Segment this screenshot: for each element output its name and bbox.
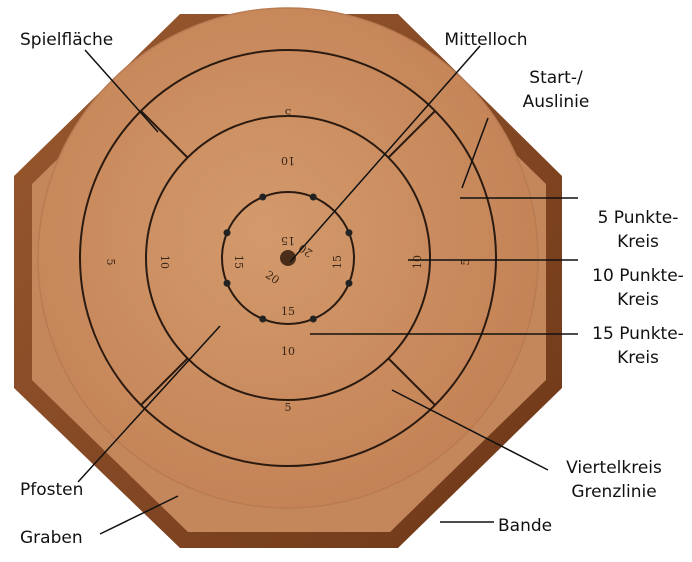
leader-line xyxy=(461,117,489,189)
label: 10 Punkte- xyxy=(592,266,684,286)
leader-line xyxy=(391,389,549,471)
board-score: 5 xyxy=(104,259,117,266)
board-score: 15 xyxy=(232,255,245,269)
label: Pfosten xyxy=(20,480,83,500)
label: Viertelkreis xyxy=(566,458,662,478)
center-hole xyxy=(280,250,296,266)
board-score: 10 xyxy=(281,154,295,167)
label: Start-/ xyxy=(529,68,583,88)
board-score: 5 xyxy=(285,106,292,119)
label: Spielfläche xyxy=(20,30,113,50)
board-score: 15 xyxy=(331,255,344,269)
peg xyxy=(309,315,317,323)
quarter-line xyxy=(140,110,189,159)
label: Kreis xyxy=(617,290,659,310)
quarter-line xyxy=(387,110,436,159)
peg xyxy=(223,229,231,237)
label: Auslinie xyxy=(523,92,590,112)
peg xyxy=(259,315,267,323)
rings xyxy=(79,49,497,467)
quarter-line xyxy=(387,357,436,406)
quarter-line xyxy=(140,357,189,406)
peg xyxy=(223,279,231,287)
board-score: 10 xyxy=(158,255,171,269)
ring-10 xyxy=(145,115,431,401)
ring-5 xyxy=(79,49,497,467)
board-score: 15 xyxy=(281,234,295,247)
board-score: 10 xyxy=(281,345,295,358)
peg xyxy=(309,193,317,201)
label: 15 Punkte- xyxy=(592,324,684,344)
label: Bande xyxy=(498,516,552,536)
leader-line xyxy=(99,495,179,535)
ring-15 xyxy=(221,191,355,325)
leader-line xyxy=(84,49,159,133)
label: 5 Punkte- xyxy=(598,208,679,228)
board-score: 15 xyxy=(281,305,295,318)
board-score: 5 xyxy=(285,401,292,414)
board-score: 10 xyxy=(411,255,424,269)
label: Kreis xyxy=(617,348,659,368)
peg xyxy=(345,279,353,287)
label: Kreis xyxy=(617,232,659,252)
label: Mittelloch xyxy=(444,30,527,50)
board-score: 5 xyxy=(459,259,472,266)
leader-line xyxy=(77,325,221,483)
leader-line xyxy=(289,45,481,263)
label: Grenzlinie xyxy=(571,482,656,502)
peg xyxy=(345,229,353,237)
peg xyxy=(259,193,267,201)
label: Graben xyxy=(20,528,83,548)
